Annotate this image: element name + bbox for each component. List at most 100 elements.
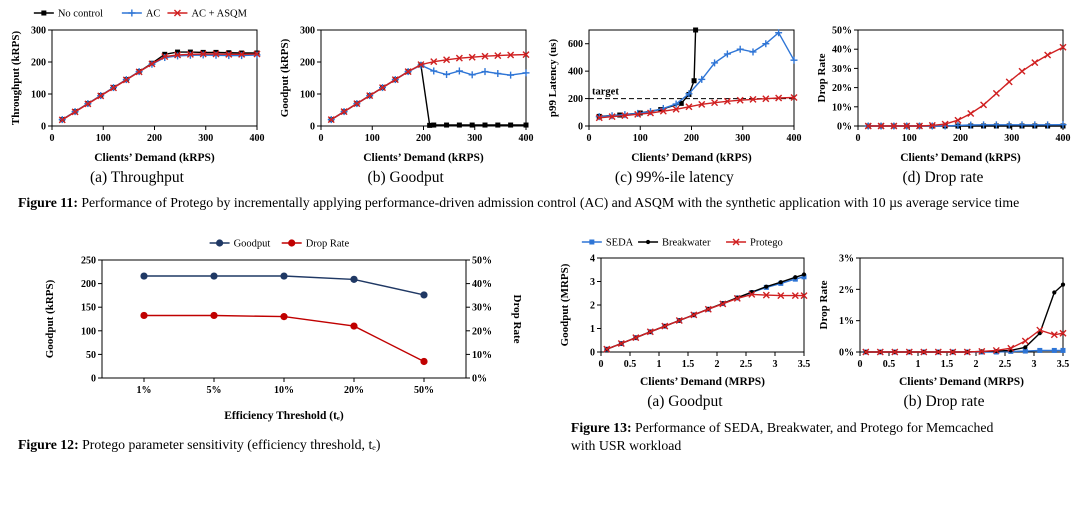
svg-text:400: 400 (787, 133, 802, 144)
svg-text:4: 4 (590, 254, 595, 265)
figure11-subplot-a: 0 100 200 300 400 0 100 200 300 Clients’ Demand (… (8, 4, 266, 187)
svg-text:0: 0 (598, 359, 603, 370)
svg-text:Drop Rate: Drop Rate (511, 295, 522, 344)
svg-text:50%: 50% (414, 385, 434, 396)
svg-text:Goodput (kRPS): Goodput (kRPS) (44, 280, 56, 359)
svg-text:400: 400 (1055, 133, 1070, 144)
chart-fig13a-goodput: 0 0.5 1 1.5 2 2.5 3 3.5 0 1 2 3 4 Clients’ Demand (MR… (559, 238, 810, 389)
svg-text:5%: 5% (207, 385, 222, 396)
svg-text:10%: 10% (472, 350, 492, 361)
figure13-section: 0 0.5 1 1.5 2 2.5 3 3.5 0 1 2 3 4 Clients’ Demand (MR… (557, 234, 1072, 455)
svg-text:200: 200 (416, 133, 431, 144)
svg-text:target: target (592, 87, 619, 98)
svg-text:0: 0 (855, 133, 860, 144)
svg-text:Drop Rate: Drop Rate (306, 239, 350, 250)
figure12-caption: Figure 12: Protego parameter sensitivity… (18, 436, 488, 454)
svg-text:0: 0 (310, 122, 315, 133)
svg-text:0%: 0% (837, 122, 852, 133)
svg-text:1.5: 1.5 (941, 359, 954, 370)
svg-text:1.5: 1.5 (682, 359, 695, 370)
chart-fig11a-throughput: 0 100 200 300 400 0 100 200 300 Clients’ Demand (… (10, 9, 265, 165)
figure12-caption-text: Protego parameter sensitivity (efficienc… (82, 437, 381, 453)
svg-text:1: 1 (590, 324, 595, 335)
fig13b-subcaption: (b) Drop rate (903, 393, 985, 411)
figure13-row: 0 0.5 1 1.5 2 2.5 3 3.5 0 1 2 3 4 Clients’ Demand (MR… (557, 234, 1072, 411)
svg-text:50%: 50% (832, 26, 852, 37)
chart-fig11c-p99-latency: 0 100 200 300 400 0 200 400 600 Clients’ Demand (… (547, 27, 802, 164)
svg-text:1%: 1% (137, 385, 152, 396)
svg-text:200: 200 (81, 279, 96, 290)
svg-text:30%: 30% (832, 64, 852, 75)
svg-text:Clients’ Demand (MRPS): Clients’ Demand (MRPS) (899, 376, 1024, 388)
svg-text:400: 400 (568, 67, 583, 78)
svg-text:Clients’ Demand (kRPS): Clients’ Demand (kRPS) (363, 152, 484, 164)
svg-text:No control: No control (58, 9, 103, 20)
fig11b-subcaption: (b) Goodput (367, 169, 444, 186)
svg-text:100: 100 (81, 327, 96, 338)
svg-text:300: 300 (1004, 133, 1019, 144)
svg-text:2: 2 (974, 359, 979, 370)
figure11-subplot-d: 0 100 200 300 400 0% 10% 20% 30% 40% 50% Clients’ D… (814, 4, 1072, 187)
svg-text:400: 400 (518, 133, 533, 144)
svg-text:2%: 2% (839, 285, 854, 296)
svg-text:400: 400 (250, 133, 265, 144)
svg-text:100: 100 (364, 133, 379, 144)
svg-text:1: 1 (656, 359, 661, 370)
figure11-caption-text: Performance of Protego by incrementally … (81, 195, 1020, 210)
svg-text:100: 100 (300, 90, 315, 101)
svg-text:0: 0 (590, 348, 595, 359)
figure11-subplot-c: 0 100 200 300 400 0 200 400 600 Clients’ Demand (… (545, 4, 803, 187)
svg-text:2: 2 (590, 301, 595, 312)
svg-text:0: 0 (41, 122, 46, 133)
svg-text:Drop Rate: Drop Rate (816, 53, 828, 102)
svg-text:2.5: 2.5 (740, 359, 753, 370)
svg-text:40%: 40% (832, 45, 852, 56)
svg-text:1: 1 (916, 359, 921, 370)
chart-fig11d-drop-rate: 0 100 200 300 400 0% 10% 20% 30% 40% 50% Clients’ D… (816, 26, 1071, 165)
svg-text:3: 3 (1032, 359, 1037, 370)
svg-text:100: 100 (31, 90, 46, 101)
svg-text:Efficiency Threshold (tₑ): Efficiency Threshold (tₑ) (224, 410, 344, 422)
figure13-caption: Figure 13: Performance of SEDA, Breakwat… (571, 419, 1021, 455)
svg-text:0: 0 (50, 133, 55, 144)
svg-text:200: 200 (953, 133, 968, 144)
svg-text:0: 0 (587, 133, 592, 144)
figure12-section: 1% 5% 10% 20% 50% 0 50 100 150 200 250 0% 10% 20% 30% 4… (8, 234, 549, 455)
svg-text:Clients’ Demand (MRPS): Clients’ Demand (MRPS) (640, 376, 765, 388)
svg-text:1%: 1% (839, 316, 854, 327)
svg-text:0: 0 (858, 359, 863, 370)
svg-text:0: 0 (91, 374, 96, 385)
bottom-figures-row: 1% 5% 10% 20% 50% 0 50 100 150 200 250 0% 10% 20% 30% 4… (8, 234, 1072, 455)
svg-text:2.5: 2.5 (999, 359, 1012, 370)
svg-text:50%: 50% (472, 256, 492, 267)
svg-text:0: 0 (578, 122, 583, 133)
svg-text:20%: 20% (472, 327, 492, 338)
svg-text:Throughput (kRPS): Throughput (kRPS) (10, 31, 22, 126)
figure13-subplot-a: 0 0.5 1 1.5 2 2.5 3 3.5 0 1 2 3 4 Clients’ Demand (MR… (557, 234, 813, 411)
figure12-caption-label: Figure 12: (18, 437, 79, 453)
svg-text:Protego: Protego (750, 238, 783, 249)
svg-text:0%: 0% (472, 374, 487, 385)
svg-text:2: 2 (714, 359, 719, 370)
svg-text:Breakwater: Breakwater (662, 238, 711, 249)
svg-text:3: 3 (772, 359, 777, 370)
svg-text:300: 300 (198, 133, 213, 144)
figure11-row: 0 100 200 300 400 0 100 200 300 Clients’ Demand (… (8, 4, 1072, 187)
figure13-caption-text: Performance of SEDA, Breakwater, and Pro… (570, 420, 994, 454)
figure13-caption-label: Figure 13: (570, 420, 632, 436)
svg-text:Clients’ Demand (kRPS): Clients’ Demand (kRPS) (900, 152, 1021, 164)
chart-fig11b-goodput: 0 100 200 300 400 0 100 200 300 Clients’ Demand (… (279, 26, 534, 165)
svg-text:300: 300 (31, 26, 46, 37)
svg-text:p99 Latency (us): p99 Latency (us) (547, 39, 559, 118)
fig13a-subcaption: (a) Goodput (647, 393, 723, 411)
svg-text:200: 200 (568, 94, 583, 105)
svg-text:600: 600 (568, 39, 583, 50)
svg-text:20%: 20% (832, 83, 852, 94)
svg-text:200: 200 (300, 58, 315, 69)
svg-text:40%: 40% (472, 279, 492, 290)
svg-text:3: 3 (590, 277, 595, 288)
svg-text:Clients’ Demand (kRPS): Clients’ Demand (kRPS) (94, 152, 215, 164)
svg-text:Goodput: Goodput (234, 239, 271, 250)
svg-text:Goodput (MRPS): Goodput (MRPS) (559, 263, 571, 346)
svg-text:200: 200 (684, 133, 699, 144)
